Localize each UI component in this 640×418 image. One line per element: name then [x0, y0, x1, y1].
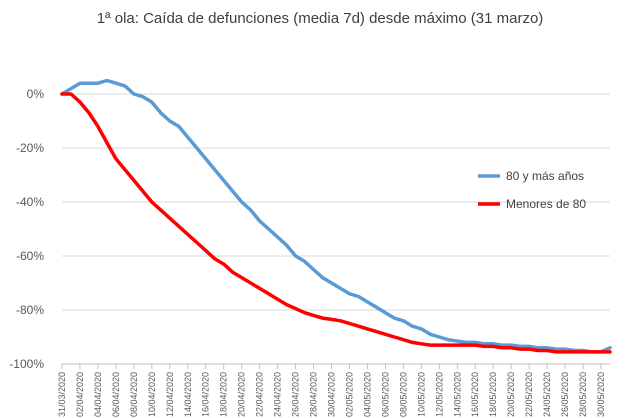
x-tick-label: 08/04/2020 — [129, 372, 139, 417]
x-tick-label: 10/04/2020 — [147, 372, 157, 417]
x-tick-label: 02/05/2020 — [344, 372, 354, 417]
axis-layer: 0% -20% -40% -60% -80% -100% 31/03/2020 02/04/2… — [9, 87, 610, 417]
x-tick-label: 14/05/2020 — [452, 372, 462, 417]
series-line-1 — [60, 92, 612, 354]
x-tick-label: 08/05/2020 — [398, 372, 408, 417]
x-tick-label: 10/05/2020 — [416, 372, 426, 417]
y-tick-label: -60% — [16, 249, 44, 263]
x-tick-label: 30/05/2020 — [596, 372, 606, 417]
chart-title: 1ª ola: Caída de defunciones (media 7d) … — [96, 10, 544, 27]
legend-label-0: 80 y más años — [506, 169, 584, 183]
x-tick-label: 16/04/2020 — [201, 372, 211, 417]
x-tick-label: 12/05/2020 — [434, 372, 444, 417]
x-tick-label: 26/05/2020 — [560, 372, 570, 417]
legend-layer: 80 y más años Menores de 80 — [478, 169, 586, 211]
series-line-0 — [60, 78, 612, 354]
y-tick-label: 0% — [27, 87, 45, 101]
grid-layer — [62, 93, 610, 311]
x-tick-label: 22/05/2020 — [524, 372, 534, 417]
x-tick-label: 06/05/2020 — [380, 372, 390, 417]
x-tick-label: 02/04/2020 — [75, 372, 85, 417]
x-tick-label: 06/04/2020 — [111, 372, 121, 417]
x-tick-label: 28/05/2020 — [578, 372, 588, 417]
x-tick-label: 16/05/2020 — [470, 372, 480, 417]
y-tick-label: -80% — [16, 303, 44, 317]
x-tick-label: 14/04/2020 — [183, 372, 193, 417]
x-tick-label: 04/05/2020 — [362, 372, 372, 417]
y-tick-label: -100% — [9, 357, 44, 371]
x-tick-label: 31/03/2020 — [57, 372, 67, 417]
x-tick-label: 04/04/2020 — [93, 372, 103, 417]
x-tick-label: 20/05/2020 — [506, 372, 516, 417]
x-tick-label: 26/04/2020 — [291, 372, 301, 417]
x-tick-label: 24/04/2020 — [273, 372, 283, 417]
x-tick-label: 18/05/2020 — [488, 372, 498, 417]
series-layer — [60, 78, 612, 354]
y-tick-label: -40% — [16, 195, 44, 209]
y-tick-label: -20% — [16, 141, 44, 155]
x-tick-label: 30/04/2020 — [327, 372, 337, 417]
x-tick-label: 24/05/2020 — [542, 372, 552, 417]
x-tick-label: 18/04/2020 — [219, 372, 229, 417]
x-tick-label: 20/04/2020 — [237, 372, 247, 417]
x-tick-label: 22/04/2020 — [255, 372, 265, 417]
x-tick-label: 28/04/2020 — [309, 372, 319, 417]
legend-label-1: Menores de 80 — [506, 197, 586, 211]
x-tick-label: 12/04/2020 — [165, 372, 175, 417]
